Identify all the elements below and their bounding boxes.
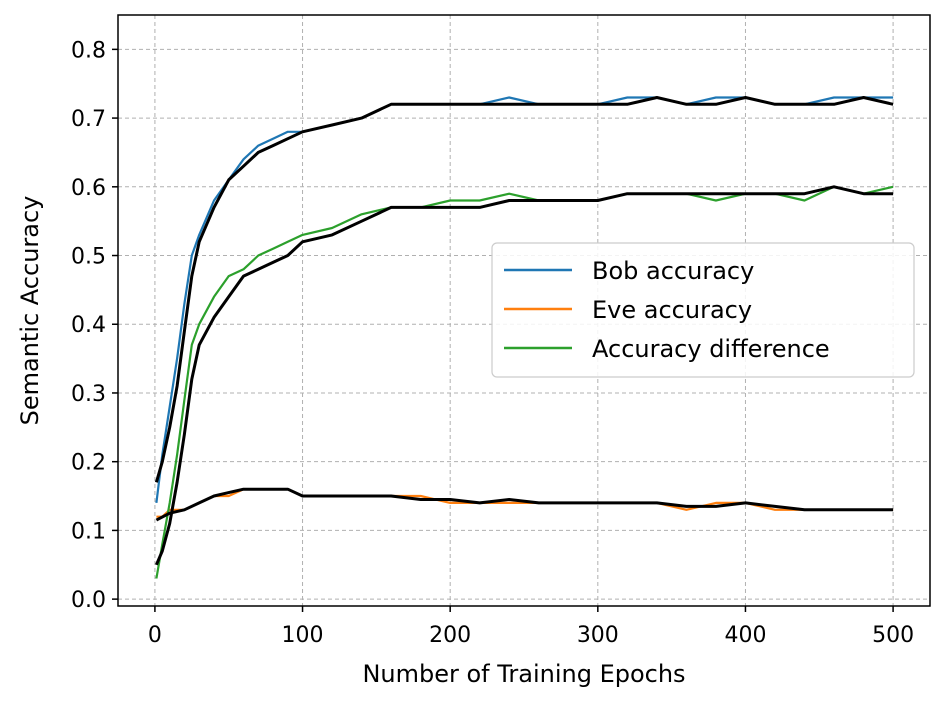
x-axis-label: Number of Training Epochs (362, 660, 685, 688)
smoothed-line-0 (154, 96, 894, 483)
ticks: 0 100 200 300 400 500 0.0 0.1 0.2 0.3 0.4 0.5 0.6 0.7… (71, 38, 914, 648)
y-tick-label: 0.5 (71, 245, 106, 270)
x-tick-label: 300 (577, 623, 619, 648)
y-tick-label: 0.2 (71, 451, 106, 476)
legend-label: Bob accuracy (592, 257, 754, 285)
smoothed-line-1 (155, 487, 894, 522)
x-tick-label: 500 (872, 623, 914, 648)
x-tick-label: 400 (724, 623, 766, 648)
x-tick-label: 100 (282, 623, 324, 648)
series-line-eve-accuracy (156, 488, 894, 518)
legend-label: Eve accuracy (592, 296, 752, 324)
plot-frame (117, 14, 931, 607)
smoothed-line-2 (155, 185, 894, 566)
y-tick-label: 0.8 (71, 38, 106, 63)
y-axis-label: Semantic Accuracy (16, 196, 44, 426)
x-tick-label: 200 (429, 623, 471, 648)
y-tick-label: 0.0 (71, 588, 106, 613)
legend-box (491, 242, 915, 378)
legend-label: Accuracy difference (592, 335, 830, 363)
y-tick-label: 0.6 (71, 176, 106, 201)
y-tick-label: 0.7 (71, 107, 106, 132)
legend: Bob accuracy Eve accuracy Accuracy differe… (491, 242, 915, 378)
y-tick-label: 0.1 (71, 519, 106, 544)
smooth-lines (154, 96, 894, 566)
y-tick-label: 0.3 (71, 382, 106, 407)
y-tick-label: 0.4 (71, 313, 106, 338)
x-tick-label: 0 (148, 623, 162, 648)
